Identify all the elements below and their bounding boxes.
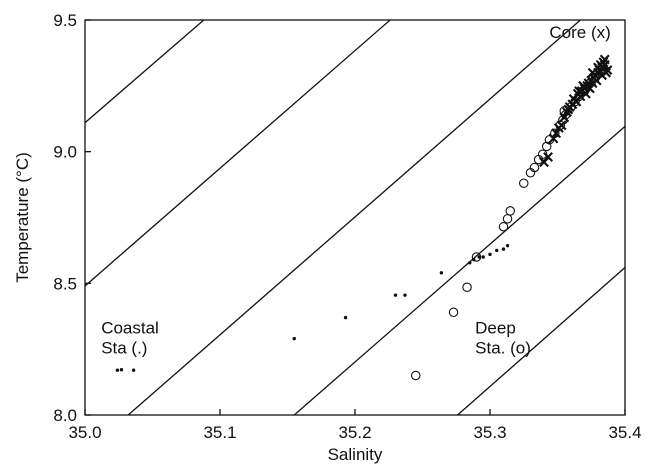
core-point bbox=[551, 128, 562, 139]
deep-station-point bbox=[498, 221, 509, 232]
isoline-5 bbox=[457, 267, 625, 415]
deep-station-point bbox=[505, 206, 515, 216]
core-point bbox=[556, 120, 567, 131]
annotation-label: Deep bbox=[475, 318, 516, 337]
x-tick-label: 35.1 bbox=[203, 423, 236, 442]
core-point bbox=[543, 151, 553, 162]
x-axis-label: Salinity bbox=[328, 445, 383, 464]
deep-station-point bbox=[541, 141, 552, 152]
deep-station-point bbox=[529, 162, 540, 173]
x-tick-label: 35.0 bbox=[68, 423, 101, 442]
annotation-label: Sta. (o) bbox=[475, 338, 531, 357]
deep-station-point bbox=[518, 178, 529, 189]
coastal-point bbox=[115, 368, 120, 372]
coastal-point bbox=[403, 293, 407, 297]
coastal-point bbox=[119, 368, 124, 372]
core-point bbox=[597, 70, 607, 81]
deep-station-point bbox=[502, 214, 513, 224]
x-tick-label: 35.4 bbox=[608, 423, 641, 442]
y-tick-label: 9.0 bbox=[53, 143, 77, 162]
deep-station-point bbox=[448, 307, 459, 318]
core-point bbox=[563, 104, 574, 115]
axis-ticks: 35.0 35.1 35.2 35.3 35.4 8.0 8.5 9.0 9.5 bbox=[53, 11, 641, 442]
core-point bbox=[574, 86, 585, 97]
data-points bbox=[115, 54, 613, 381]
coastal-point bbox=[495, 248, 499, 253]
coastal-point bbox=[292, 336, 296, 341]
deep-station-point bbox=[410, 370, 421, 381]
y-tick-label: 8.0 bbox=[53, 406, 77, 425]
y-tick-label: 9.5 bbox=[53, 11, 77, 30]
annotation-label: Core (x) bbox=[549, 23, 610, 42]
x-tick-label: 35.3 bbox=[473, 423, 506, 442]
core-point bbox=[587, 67, 598, 78]
x-tick-label: 35.2 bbox=[338, 423, 371, 442]
isoline-3 bbox=[127, 20, 581, 415]
coastal-point bbox=[481, 255, 485, 259]
deep-station-point bbox=[462, 282, 472, 293]
coastal-point bbox=[477, 255, 481, 259]
y-axis-label: Temperature (°C) bbox=[13, 152, 32, 283]
coastal-point bbox=[501, 247, 506, 251]
core-point bbox=[599, 54, 610, 65]
coastal-point bbox=[343, 315, 348, 320]
coastal-point bbox=[439, 271, 444, 275]
coastal-point bbox=[488, 252, 492, 257]
coastal-point bbox=[505, 243, 510, 248]
deep-station-point bbox=[471, 252, 482, 262]
y-tick-label: 8.5 bbox=[53, 274, 77, 293]
annotation-label: Coastal bbox=[101, 318, 159, 337]
coastal-point bbox=[131, 368, 136, 372]
isoline-2 bbox=[85, 20, 391, 287]
coastal-point bbox=[468, 261, 472, 265]
coastal-point bbox=[393, 293, 398, 297]
isoline-4 bbox=[293, 125, 625, 415]
core-point bbox=[548, 133, 559, 144]
core-point bbox=[559, 112, 570, 123]
isolines bbox=[85, 20, 625, 415]
core-point bbox=[584, 83, 595, 94]
annotation-label: Sta (.) bbox=[101, 338, 147, 357]
isoline-1 bbox=[85, 20, 205, 124]
